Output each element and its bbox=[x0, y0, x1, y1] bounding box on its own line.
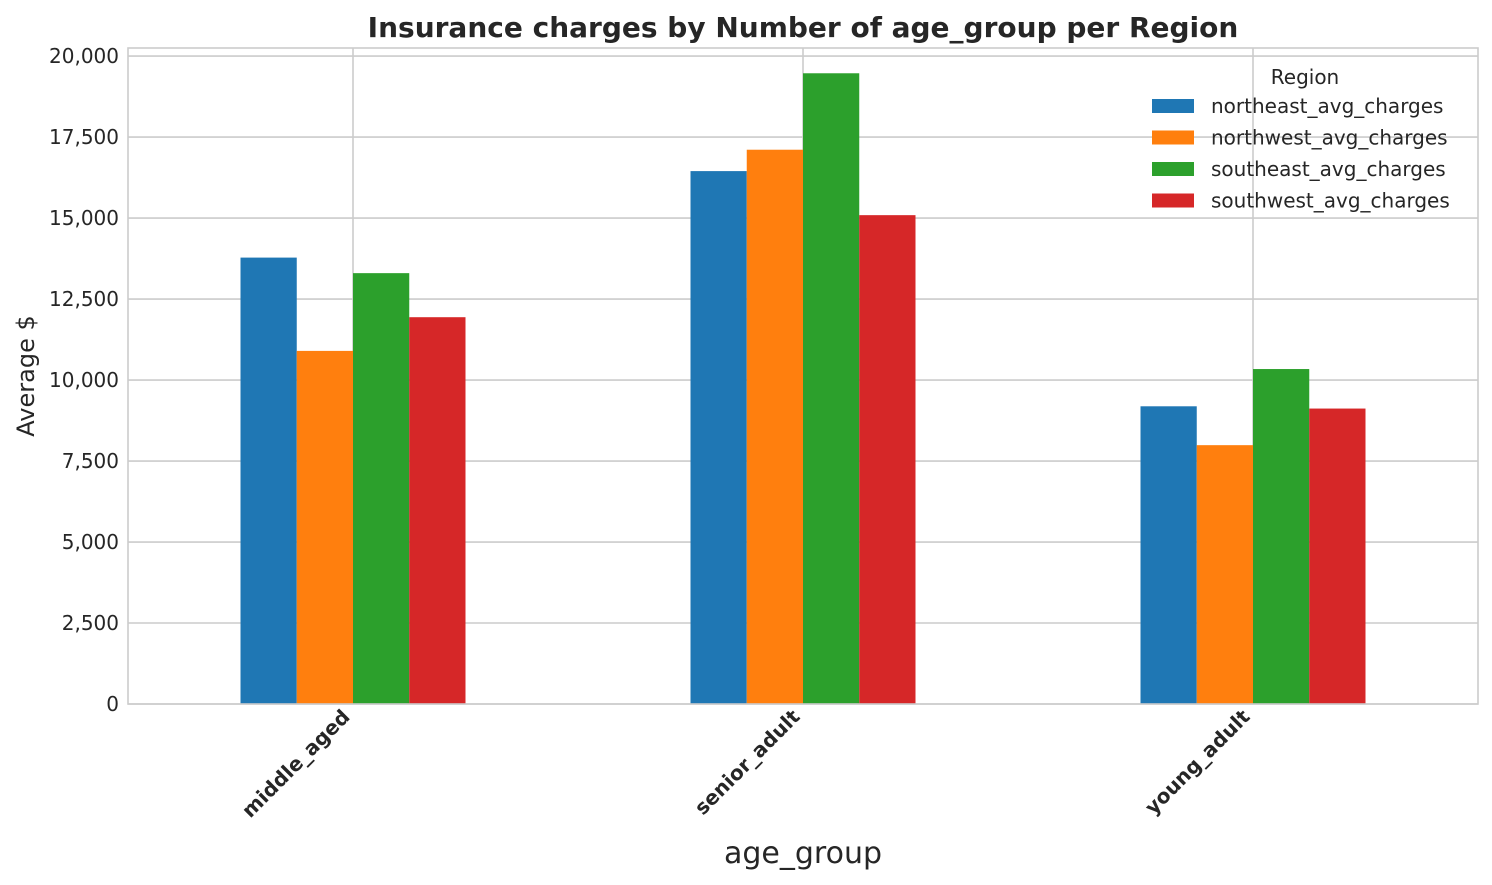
x-tick-label: middle_aged bbox=[237, 705, 355, 823]
legend-title: Region bbox=[1271, 65, 1339, 89]
bar-northeast_avg_charges-middle_aged bbox=[240, 257, 297, 704]
x-tick-label: senior_adult bbox=[690, 704, 805, 819]
x-tick-label: young_adult bbox=[1140, 704, 1255, 819]
y-axis-label: Average $ bbox=[12, 315, 40, 436]
legend-entry: northwest_avg_charges bbox=[1211, 126, 1448, 150]
y-axis-ticks: 0 2,500 5,000 7,500 10,000 12,500 15,000 17,500… bbox=[49, 44, 119, 716]
y-tick-label: 12,500 bbox=[49, 287, 119, 311]
legend-swatch bbox=[1152, 99, 1194, 113]
legend-swatch bbox=[1152, 162, 1194, 176]
bar-southeast_avg_charges-middle_aged bbox=[353, 273, 410, 704]
x-axis-label: age_group bbox=[724, 836, 882, 871]
chart-title: Insurance charges by Number of age_group… bbox=[368, 11, 1239, 44]
y-tick-label: 2,500 bbox=[62, 611, 119, 635]
legend-entry: northeast_avg_charges bbox=[1211, 94, 1443, 118]
y-tick-label: 20,000 bbox=[49, 44, 119, 68]
y-tick-label: 17,500 bbox=[49, 125, 119, 149]
bar-northwest_avg_charges-senior_adult bbox=[746, 149, 803, 705]
bar-northwest_avg_charges-middle_aged bbox=[296, 350, 353, 704]
legend: Region northeast_avg_charges northwest_av… bbox=[1152, 65, 1450, 213]
bar-northeast_avg_charges-senior_adult bbox=[690, 171, 747, 704]
bar-southwest_avg_charges-senior_adult bbox=[859, 215, 916, 705]
x-axis-ticks: middle_aged senior_adult young_adult bbox=[237, 704, 1255, 822]
y-tick-label: 5,000 bbox=[62, 530, 119, 554]
legend-swatch bbox=[1152, 130, 1194, 145]
bar-northeast_avg_charges-young_adult bbox=[1140, 406, 1197, 704]
bar-southwest_avg_charges-middle_aged bbox=[409, 317, 466, 704]
y-tick-label: 0 bbox=[106, 692, 119, 716]
y-tick-label: 10,000 bbox=[49, 368, 119, 392]
bar-southwest_avg_charges-young_adult bbox=[1309, 408, 1366, 704]
bars bbox=[240, 73, 1366, 705]
legend-entry: southeast_avg_charges bbox=[1211, 157, 1446, 181]
legend-entry: southwest_avg_charges bbox=[1211, 189, 1450, 213]
plot-frame bbox=[127, 47, 1479, 705]
y-tick-label: 7,500 bbox=[62, 449, 119, 473]
bar-northwest_avg_charges-young_adult bbox=[1196, 445, 1253, 704]
bar-southeast_avg_charges-young_adult bbox=[1253, 369, 1310, 704]
y-tick-label: 15,000 bbox=[49, 206, 119, 230]
legend-swatch bbox=[1152, 193, 1194, 208]
bar-southeast_avg_charges-senior_adult bbox=[803, 73, 860, 705]
